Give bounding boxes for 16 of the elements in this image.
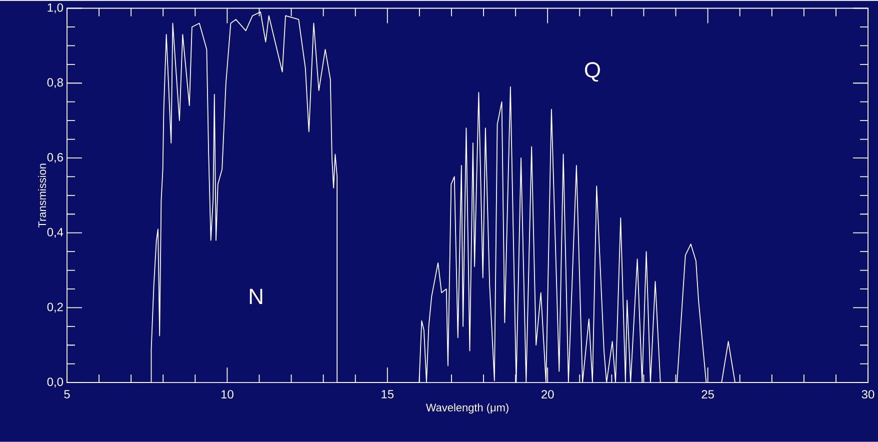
y-tick-label: 1,0 [48, 3, 64, 14]
x-tick-label: 10 [221, 390, 234, 399]
y-tick-label: 0,8 [47, 78, 63, 88]
y-tick-label: 0,4 [47, 228, 64, 238]
y-tick-label: 0,6 [47, 153, 63, 163]
annotation: N [250, 288, 262, 304]
x-tick-label: 15 [382, 390, 394, 398]
x-tick-label: 30 [862, 390, 874, 399]
annotation: Q [584, 62, 600, 82]
y-axis-title: Transmission [38, 164, 46, 228]
y-tick-label: 0,0 [47, 378, 64, 388]
x-tick-label: 5 [64, 390, 70, 398]
y-tick-label: 0,2 [47, 302, 63, 313]
x-tick-label: 20 [542, 390, 554, 399]
x-axis-title: Wavelength (μm) [426, 403, 508, 414]
x-tick-label: 25 [702, 390, 714, 399]
